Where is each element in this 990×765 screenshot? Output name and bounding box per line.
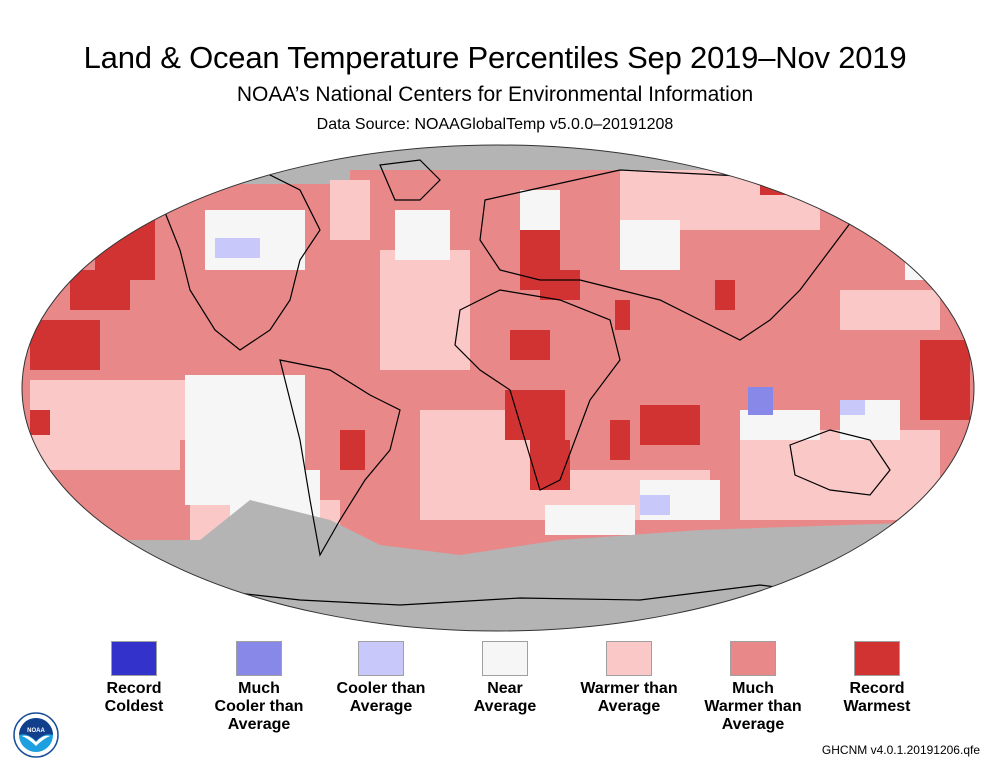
data-source: Data Source: NOAAGlobalTemp v5.0.0–20191…: [316, 116, 674, 133]
legend-item-cooler: Cooler than Average: [311, 641, 451, 716]
legend-item-much-warmer: Much Warmer than Average: [683, 641, 823, 734]
map-border: [21, 144, 975, 632]
version-label: GHCNM v4.0.1.20191206.qfe: [821, 743, 980, 757]
arctic-missing: [460, 145, 680, 164]
legend-swatch: [236, 641, 282, 676]
legend-item-record-warmest: Record Warmest: [807, 641, 947, 716]
eurasia-outline: [479, 169, 861, 341]
arctic-missing: [240, 145, 350, 184]
legend-label: Near Average: [473, 680, 537, 715]
legend-label: Warmer than Average: [580, 680, 678, 715]
legend-label: Much Warmer than Average: [704, 680, 802, 733]
legend-swatch: [730, 641, 776, 676]
legend-label: Much Cooler than Average: [214, 680, 304, 733]
legend-label: Record Coldest: [104, 680, 164, 715]
legend-item-warmer: Warmer than Average: [559, 641, 699, 716]
legend-swatch: [358, 641, 404, 676]
much-cooler-zone: [748, 387, 773, 415]
legend-label: Record Warmest: [843, 680, 911, 715]
noaa-logo-icon: NOAA: [13, 712, 59, 758]
greenland-outline: [379, 159, 441, 201]
svg-text:NOAA: NOAA: [27, 728, 45, 734]
map-grid: [22, 145, 974, 631]
south-america-outline: [279, 359, 401, 557]
legend-swatch: [482, 641, 528, 676]
map-title: Land & Ocean Temperature Percentiles Sep…: [83, 40, 907, 75]
world-map: [21, 144, 975, 632]
legend-swatch: [854, 641, 900, 676]
near-average-zones: [40, 190, 945, 535]
legend-swatch: [111, 641, 157, 676]
legend-item-near: Near Average: [435, 641, 575, 716]
coastlines: [159, 159, 891, 606]
legend-label: Cooler than Average: [336, 680, 426, 715]
warmer-zones: [30, 170, 940, 540]
legend-item-record-coldest: Record Coldest: [64, 641, 204, 716]
legend-swatch: [606, 641, 652, 676]
legend-item-much-cooler: Much Cooler than Average: [189, 641, 329, 734]
antarctica-outline: [209, 584, 841, 606]
map-subtitle: NOAA’s National Centers for Environmenta…: [236, 83, 754, 106]
africa-outline: [454, 289, 621, 491]
australia-outline: [789, 429, 891, 496]
